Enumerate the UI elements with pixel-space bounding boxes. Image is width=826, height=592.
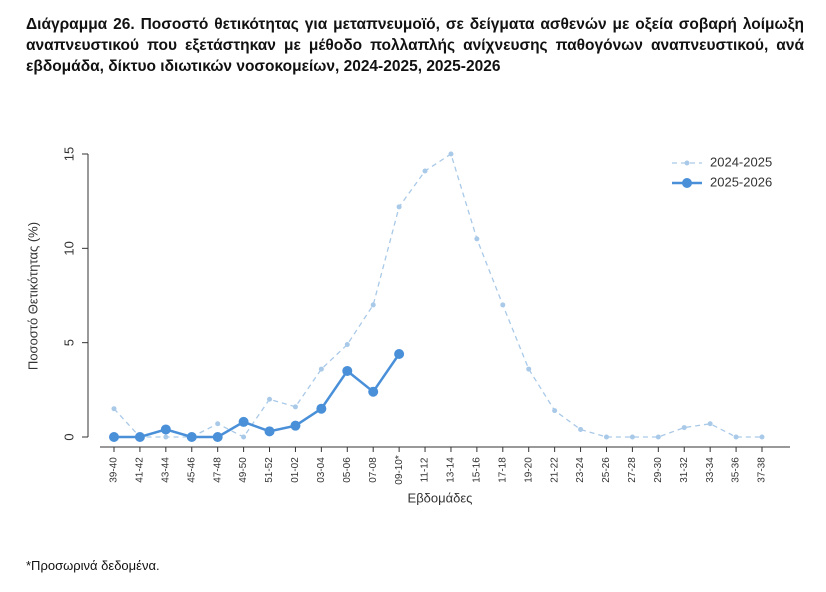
legend-label: 2024-2025 — [710, 154, 772, 169]
data-point — [318, 366, 324, 372]
data-point — [290, 420, 301, 431]
x-tick-label: 51-52 — [264, 457, 275, 483]
y-tick-label: 15 — [61, 147, 76, 161]
x-tick-label: 17-18 — [497, 457, 508, 483]
data-point — [578, 426, 584, 432]
data-point — [212, 432, 223, 442]
legend-marker — [682, 178, 692, 188]
data-point — [629, 434, 635, 440]
data-point — [552, 408, 558, 414]
data-point — [215, 421, 221, 427]
data-point — [500, 302, 506, 308]
x-tick-label: 15-16 — [472, 457, 483, 483]
legend-marker — [684, 160, 690, 166]
data-point — [316, 403, 327, 414]
data-point — [707, 421, 713, 427]
y-tick-label: 0 — [61, 433, 76, 440]
data-point — [759, 434, 765, 440]
x-tick-label: 37-38 — [757, 457, 768, 483]
legend-label: 2025-2026 — [710, 174, 772, 189]
data-point — [111, 406, 117, 412]
x-tick-label: 11-12 — [420, 457, 431, 482]
x-tick-label: 23-24 — [575, 457, 586, 483]
data-point — [603, 434, 609, 440]
data-point — [241, 434, 247, 440]
data-point — [186, 432, 197, 442]
data-point — [292, 404, 298, 410]
x-tick-label: 09-10* — [394, 455, 405, 485]
x-tick-label: 49-50 — [238, 457, 249, 483]
x-tick-label: 41-42 — [135, 457, 146, 483]
data-point — [474, 236, 480, 242]
data-point — [733, 434, 739, 440]
data-point — [342, 365, 353, 376]
data-point — [394, 348, 405, 359]
x-tick-label: 03-04 — [316, 457, 327, 483]
x-tick-label: 25-26 — [601, 457, 612, 483]
x-tick-label: 33-34 — [705, 457, 716, 483]
chart-title: Διάγραμμα 26. Ποσοστό θετικότητας για με… — [26, 16, 804, 75]
data-point — [109, 432, 119, 442]
x-tick-label: 45-46 — [186, 457, 197, 483]
y-tick-label: 10 — [61, 241, 76, 255]
data-point — [396, 204, 402, 210]
x-tick-label: 29-30 — [653, 457, 664, 483]
x-tick-label: 19-20 — [523, 457, 534, 483]
x-tick-label: 01-02 — [290, 457, 301, 483]
data-point — [163, 434, 169, 440]
x-tick-label: 21-22 — [549, 457, 560, 483]
data-point — [526, 366, 532, 372]
x-tick-label: 43-44 — [160, 457, 171, 483]
x-tick-label: 31-32 — [679, 457, 690, 483]
data-point — [264, 426, 275, 437]
data-point — [370, 302, 376, 308]
footnote: *Προσωρινά δεδομένα. — [26, 558, 160, 573]
x-tick-label: 47-48 — [212, 457, 223, 483]
x-tick-label: 05-06 — [342, 457, 353, 483]
data-point — [655, 434, 661, 440]
data-point — [422, 168, 428, 174]
x-tick-label: 39-40 — [109, 457, 120, 483]
data-point — [681, 425, 687, 431]
y-axis-label: Ποσοστό Θετικότητας (%) — [25, 222, 40, 370]
data-point — [267, 396, 273, 402]
series-line — [114, 353, 401, 439]
x-tick-label: 07-08 — [368, 457, 379, 483]
data-point — [448, 151, 454, 157]
x-tick-label: 27-28 — [627, 457, 638, 483]
series-line — [113, 152, 762, 438]
x-tick-label: 35-36 — [731, 457, 742, 483]
y-tick-label: 5 — [61, 339, 76, 346]
data-point — [368, 386, 379, 397]
x-tick-label: 13-14 — [446, 457, 457, 483]
data-point — [344, 342, 350, 348]
x-axis-label: Εβδομάδες — [408, 490, 473, 505]
data-point — [160, 424, 171, 435]
data-point — [238, 416, 249, 427]
data-point — [134, 432, 145, 442]
